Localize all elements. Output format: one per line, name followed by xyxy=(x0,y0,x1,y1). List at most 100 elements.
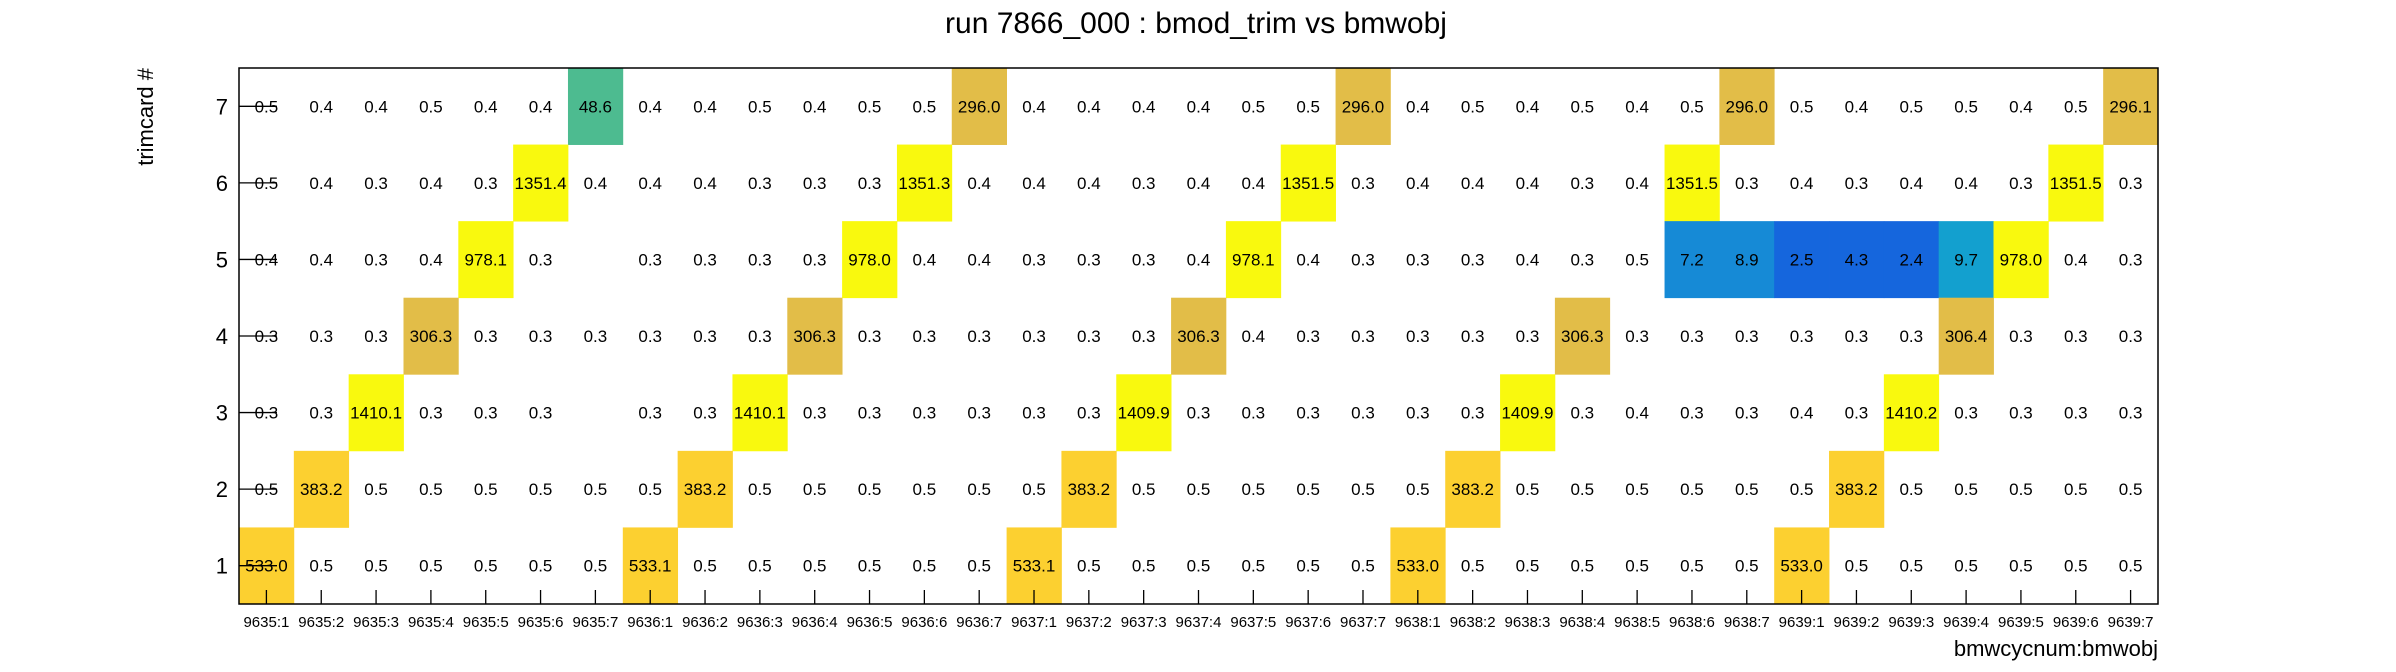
x-tick-label: 9639:7 xyxy=(2108,614,2154,631)
cell-value-label: 0.4 xyxy=(364,97,388,116)
x-tick-label: 9639:5 xyxy=(1998,614,2044,631)
cell-value-label: 4.3 xyxy=(1845,250,1869,269)
cell-value-label: 0.5 xyxy=(1296,97,1320,116)
cell-value-label: 1410.1 xyxy=(350,404,402,423)
cell-value-label: 0.3 xyxy=(2064,404,2088,423)
cell-value-label: 533.0 xyxy=(1397,557,1440,576)
cell-value-label: 0.3 xyxy=(2009,174,2033,193)
cell-value-label: 0.4 xyxy=(1790,404,1814,423)
cell-value-label: 978.1 xyxy=(1232,250,1275,269)
cell-value-label: 0.3 xyxy=(1845,327,1869,346)
cell-value-label: 0.3 xyxy=(638,250,662,269)
cell-value-label: 0.3 xyxy=(1351,174,1375,193)
x-axis-title: bmwcycnum:bmwobj xyxy=(1954,636,2158,661)
cell-value-label: 0.5 xyxy=(913,557,937,576)
cell-value-label: 0.5 xyxy=(858,557,882,576)
cell-value-label: 0.5 xyxy=(748,557,772,576)
cell-value-label: 0.5 xyxy=(584,557,608,576)
y-tick-label: 6 xyxy=(216,171,228,196)
cell-value-label: 0.3 xyxy=(967,404,991,423)
cell-value-label: 0.5 xyxy=(364,480,388,499)
cell-value-label: 0.3 xyxy=(1680,404,1704,423)
cell-value-label: 2.5 xyxy=(1790,250,1814,269)
cell-value-label: 0.5 xyxy=(638,480,662,499)
cell-value-label: 0.5 xyxy=(2064,557,2088,576)
cell-value-label: 0.3 xyxy=(803,250,827,269)
x-tick-label: 9639:1 xyxy=(1779,614,1825,631)
cell-value-label: 0.3 xyxy=(1406,250,1430,269)
x-tick-label: 9638:3 xyxy=(1505,614,1551,631)
cell-value-label: 0.5 xyxy=(803,557,827,576)
cell-value-label: 0.4 xyxy=(638,97,662,116)
x-tick-label: 9636:6 xyxy=(901,614,947,631)
cell-value-label: 0.4 xyxy=(1899,174,1923,193)
cell-value-label: 1351.5 xyxy=(1666,174,1718,193)
cell-value-label: 306.3 xyxy=(410,327,453,346)
cell-value-label: 0.5 xyxy=(1351,557,1375,576)
cell-value-label: 2.4 xyxy=(1899,250,1923,269)
cell-value-label: 0.3 xyxy=(1735,327,1759,346)
cell-value-label: 0.4 xyxy=(638,174,662,193)
cell-value-label: 0.3 xyxy=(1461,404,1485,423)
heatmap-cell xyxy=(2048,144,2104,222)
cell-value-label: 0.5 xyxy=(1625,250,1649,269)
cell-value-label: 0.4 xyxy=(967,174,991,193)
cell-value-label: 0.3 xyxy=(2064,327,2088,346)
cell-value-label: 0.5 xyxy=(1899,97,1923,116)
heatmap-cell xyxy=(732,374,788,452)
x-tick-label: 9636:5 xyxy=(847,614,893,631)
x-tick-label: 9639:3 xyxy=(1888,614,1934,631)
cell-value-label: 0.4 xyxy=(803,97,827,116)
heatmap-cell xyxy=(348,374,404,452)
cell-value-label: 296.0 xyxy=(958,97,1001,116)
heatmap-cell-labels: 0.5 0.4 0.4 0.5 0.4 0.4 48.6 0.4 0.4 0.5 0.4 0.5 0.5… xyxy=(245,97,2152,575)
cell-value-label: 0.3 xyxy=(1461,327,1485,346)
cell-value-label: 0.4 xyxy=(913,250,937,269)
cell-value-label: 1351.5 xyxy=(1282,174,1334,193)
cell-value-label: 1351.4 xyxy=(515,174,567,193)
cell-value-label: 0.3 xyxy=(913,327,937,346)
heatmap-cells xyxy=(239,68,2159,605)
x-tick-label: 9637:5 xyxy=(1230,614,1276,631)
cell-value-label: 0.3 xyxy=(1406,327,1430,346)
x-tick-label: 9635:5 xyxy=(463,614,509,631)
cell-value-label: 383.2 xyxy=(684,480,727,499)
cell-value-label: 0.5 xyxy=(1570,480,1594,499)
cell-value-label: 0.5 xyxy=(1187,480,1211,499)
cell-value-label: 0.3 xyxy=(474,174,498,193)
cell-value-label: 0.5 xyxy=(2064,97,2088,116)
cell-value-label: 0.5 xyxy=(1899,480,1923,499)
cell-value-label: 1410.1 xyxy=(734,404,786,423)
cell-value-label: 0.5 xyxy=(474,480,498,499)
cell-value-label: 0.4 xyxy=(309,174,333,193)
cell-value-label: 0.3 xyxy=(1899,327,1923,346)
heatmap-cell xyxy=(458,221,514,299)
cell-value-label: 0.3 xyxy=(1570,174,1594,193)
cell-value-label: 0.3 xyxy=(748,174,772,193)
cell-value-label: 1351.3 xyxy=(898,174,950,193)
cell-value-label: 0.5 xyxy=(529,557,553,576)
cell-value-label: 0.5 xyxy=(1625,557,1649,576)
heatmap-cell xyxy=(567,68,624,145)
cell-value-label: 978.0 xyxy=(848,250,891,269)
cell-value-label: 0.5 xyxy=(858,480,882,499)
cell-value-label: 0.5 xyxy=(1077,557,1101,576)
cell-value-label: 0.4 xyxy=(2009,97,2033,116)
cell-value-label: 0.3 xyxy=(1132,174,1156,193)
cell-value-label: 7.2 xyxy=(1680,250,1704,269)
cell-value-label: 0.4 xyxy=(419,174,443,193)
cell-value-label: 0.4 xyxy=(1406,174,1430,193)
cell-value-label: 0.5 xyxy=(1187,557,1211,576)
heatmap-cell xyxy=(1719,221,1775,299)
cell-value-label: 0.3 xyxy=(309,404,333,423)
cell-value-label: 0.3 xyxy=(1187,404,1211,423)
cell-value-label: 0.5 xyxy=(309,557,333,576)
cell-value-label: 306.3 xyxy=(1561,327,1604,346)
cell-value-label: 0.5 xyxy=(419,97,443,116)
cell-value-label: 0.3 xyxy=(748,327,772,346)
cell-value-label: 0.4 xyxy=(1187,97,1211,116)
heatmap-cell xyxy=(1280,144,1336,222)
cell-value-label: 0.5 xyxy=(913,97,937,116)
cell-value-label: 0.4 xyxy=(1625,174,1649,193)
